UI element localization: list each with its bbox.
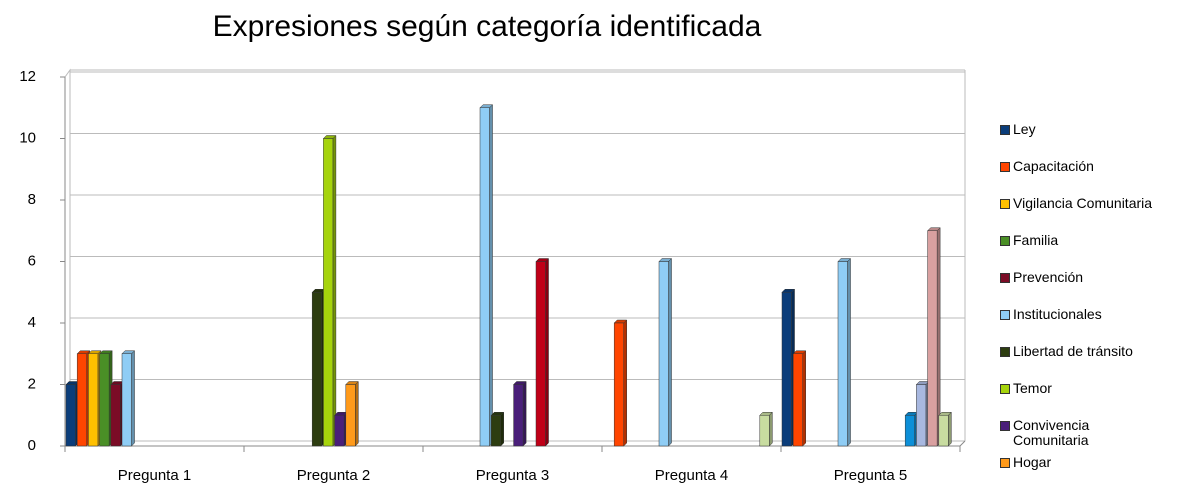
- legend-swatch: [1000, 273, 1010, 283]
- bar: [121, 353, 132, 447]
- legend-swatch: [1000, 199, 1010, 209]
- legend-label: Prevención: [1013, 269, 1084, 285]
- bar: [88, 353, 99, 447]
- bar-side: [355, 380, 359, 447]
- legend-swatch: [1000, 421, 1010, 431]
- y-tick-label: 12: [19, 68, 36, 85]
- legend-item: Hogar: [1000, 455, 1158, 470]
- bar: [916, 384, 927, 447]
- y-tick-label: 0: [28, 437, 36, 454]
- bar-side: [131, 350, 135, 447]
- y-tick-label: 8: [28, 191, 36, 208]
- legend-item: Temor: [1000, 381, 1158, 396]
- legend-swatch: [1000, 310, 1010, 320]
- bar-side: [847, 257, 851, 447]
- bar-side: [522, 380, 527, 447]
- bar-side: [936, 227, 941, 447]
- bar: [781, 292, 792, 447]
- bar: [837, 261, 848, 447]
- legend-swatch: [1000, 347, 1010, 357]
- bar: [76, 353, 87, 447]
- legend-swatch: [1000, 125, 1010, 135]
- legend-label: Libertad de tránsito: [1013, 343, 1133, 359]
- bar-side: [668, 257, 672, 447]
- legend-label: Vigilancia Comunitaria: [1013, 195, 1153, 211]
- legend-item: Familia: [1000, 233, 1158, 248]
- x-tick-label: Pregunta 4: [655, 467, 728, 484]
- bar: [110, 384, 121, 447]
- y-tick-label: 6: [28, 252, 36, 269]
- bar-side: [332, 134, 337, 447]
- bar: [99, 353, 110, 447]
- legend-item: Institucionales: [1000, 307, 1158, 322]
- bar: [938, 415, 949, 447]
- bar-side: [769, 411, 773, 447]
- bar: [904, 415, 915, 447]
- bar-side: [500, 411, 504, 447]
- bar: [658, 261, 669, 447]
- x-tick-label: Pregunta 2: [297, 467, 370, 484]
- legend-item: Convivencia Comunitaria: [1000, 418, 1158, 448]
- bar: [65, 384, 76, 447]
- bar: [490, 415, 501, 447]
- bar: [311, 292, 322, 447]
- bar: [323, 138, 334, 447]
- legend-swatch: [1000, 236, 1010, 246]
- legend-label: Capacitación: [1013, 158, 1094, 174]
- legend-swatch: [1000, 458, 1010, 468]
- legend-label: Familia: [1013, 232, 1059, 248]
- bar: [792, 353, 803, 447]
- x-axis-depth: [959, 440, 966, 447]
- bar-side: [802, 350, 806, 447]
- x-tick-label: Pregunta 1: [118, 467, 191, 484]
- bar: [479, 107, 490, 447]
- bar: [613, 322, 624, 447]
- legend-swatch: [1000, 162, 1010, 172]
- y-tick-label: 10: [19, 129, 36, 146]
- y-tick-label: 2: [28, 375, 36, 392]
- legend-item: Libertad de tránsito: [1000, 344, 1158, 359]
- bar-side: [948, 411, 952, 447]
- legend-item: Vigilancia Comunitaria: [1000, 196, 1158, 211]
- chart-title: Expresiones según categoría identificada: [213, 10, 762, 43]
- legend-item: Capacitación: [1000, 159, 1158, 174]
- bar-side: [623, 319, 627, 447]
- legend-label: Hogar: [1013, 454, 1052, 470]
- legend-item: Ley: [1000, 122, 1158, 137]
- bar: [513, 384, 524, 447]
- bar: [927, 230, 938, 447]
- legend-label: Convivencia Comunitaria: [1013, 417, 1090, 448]
- legend-label: Ley: [1013, 121, 1036, 137]
- bar-side: [545, 257, 549, 447]
- legend-item: Prevención: [1000, 270, 1158, 285]
- x-tick-label: Pregunta 5: [834, 467, 907, 484]
- bar: [535, 261, 546, 447]
- x-tick-label: Pregunta 3: [476, 467, 549, 484]
- bar: [334, 415, 345, 447]
- bar: [345, 384, 356, 447]
- bar-side: [489, 104, 493, 447]
- legend-swatch: [1000, 384, 1010, 394]
- legend-label: Temor: [1013, 380, 1052, 396]
- legend-label: Institucionales: [1013, 306, 1102, 322]
- y-tick-label: 4: [28, 314, 36, 331]
- bar: [759, 415, 770, 447]
